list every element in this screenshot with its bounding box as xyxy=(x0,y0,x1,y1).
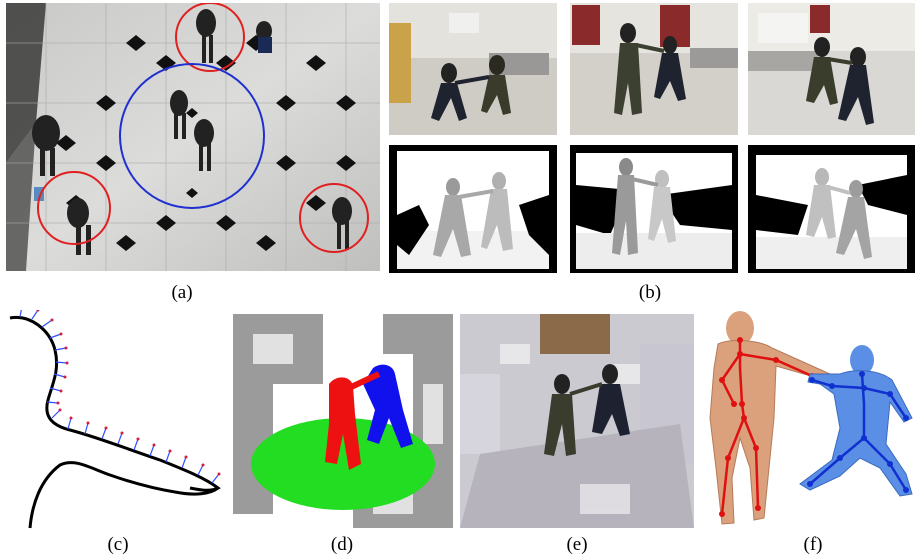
caption-b: (b) xyxy=(638,282,662,303)
caption-a: (a) xyxy=(171,282,193,303)
depth-map-3 xyxy=(748,145,915,273)
contour-upper xyxy=(9,315,221,492)
panel-b-depth-maps xyxy=(389,145,915,273)
caption-e: (e) xyxy=(566,534,588,555)
person-textured-2 xyxy=(592,384,630,436)
person-red-points xyxy=(325,377,361,470)
caption-f: (f) xyxy=(803,534,823,555)
red-marker-circle xyxy=(299,183,369,253)
rgb-frames xyxy=(389,3,915,135)
depth-maps xyxy=(389,145,915,273)
caption-d: (d) xyxy=(330,534,354,555)
rgb-frame-1 xyxy=(389,3,557,135)
panel-d-segmented-cloud xyxy=(233,314,453,528)
contour-lower xyxy=(28,461,219,529)
normal-vectors xyxy=(19,310,220,484)
floor-points xyxy=(251,418,435,510)
panel-a-overhead-view xyxy=(6,3,380,271)
red-marker-circle xyxy=(175,3,245,72)
mesh-orange-person xyxy=(709,311,833,525)
mesh-blue-person xyxy=(799,345,913,497)
red-marker-circle xyxy=(37,171,111,245)
contour-plot xyxy=(9,310,221,529)
rgb-frame-3 xyxy=(748,3,915,135)
rgb-frame-2 xyxy=(570,3,738,135)
overhead-scene xyxy=(6,3,380,271)
tablet-device xyxy=(34,187,44,201)
body-meshes xyxy=(709,311,913,525)
blue-capture-circle xyxy=(119,63,265,209)
normal-endpoints xyxy=(36,310,221,476)
textured-point-cloud xyxy=(460,314,694,528)
depth-map-1 xyxy=(389,145,557,273)
person-blue-points xyxy=(363,364,413,448)
segmented-point-cloud xyxy=(233,314,453,528)
panel-e-textured-cloud xyxy=(460,314,694,528)
person-textured-1 xyxy=(544,394,576,456)
panel-b-rgb-frames xyxy=(389,3,915,135)
caption-c: (c) xyxy=(107,534,129,555)
panel-f-body-meshes xyxy=(700,308,915,530)
panel-c-contour xyxy=(0,310,225,530)
depth-map-2 xyxy=(570,145,738,273)
